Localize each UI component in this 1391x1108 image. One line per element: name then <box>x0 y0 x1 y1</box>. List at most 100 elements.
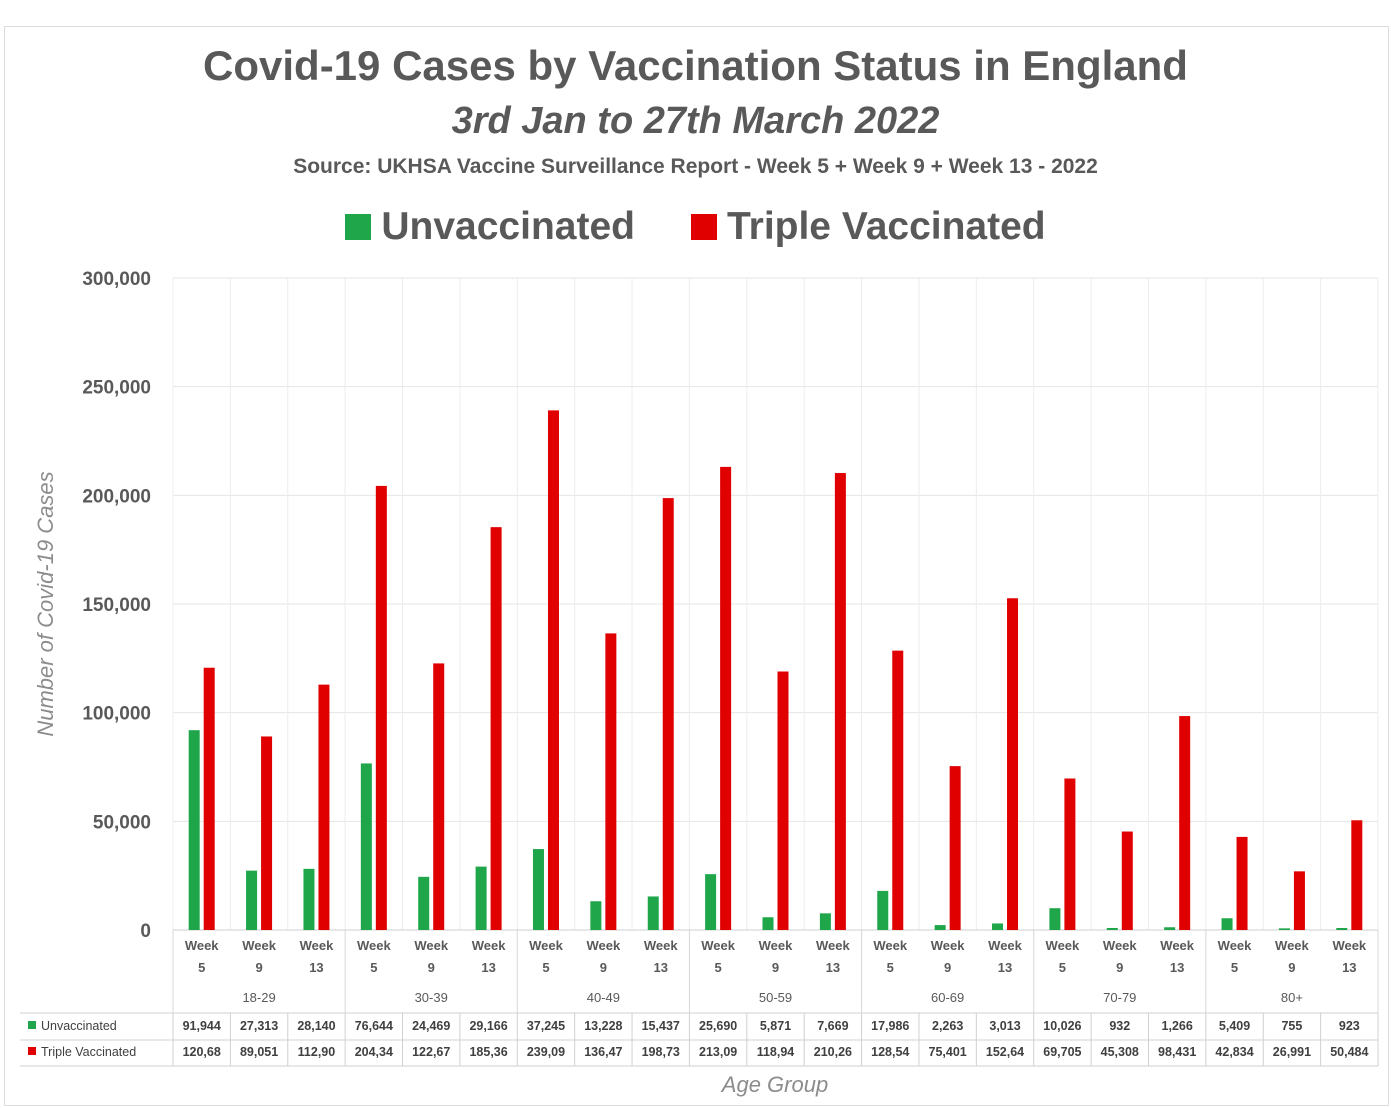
chart-frame <box>4 26 1389 1106</box>
x-group-label: 30-39 <box>415 990 448 1005</box>
x-group-label: 18-29 <box>242 990 275 1005</box>
bar-triple-vaccinated <box>203 667 215 930</box>
y-axis-title: Number of Covid-19 Cases <box>33 471 58 736</box>
data-label-unvaccinated: 923 <box>1339 1019 1360 1033</box>
data-label-triple-vaccinated: 118,94 <box>757 1045 795 1059</box>
x-tick-week-prefix: Week <box>414 938 448 953</box>
bar-triple-vaccinated <box>1064 778 1076 930</box>
x-tick-week-prefix: Week <box>242 938 276 953</box>
data-label-unvaccinated: 7,669 <box>817 1019 848 1033</box>
chart-subtitle: 3rd Jan to 27th March 2022 <box>451 100 940 142</box>
y-tick-label: 150,000 <box>82 595 151 616</box>
y-tick-label: 250,000 <box>82 378 151 399</box>
bar-triple-vaccinated <box>720 466 732 930</box>
y-tick-label: 0 <box>140 921 151 942</box>
data-label-unvaccinated: 91,944 <box>183 1019 221 1033</box>
data-label-triple-vaccinated: 122,67 <box>412 1045 450 1059</box>
x-tick-week-prefix: Week <box>816 938 850 953</box>
data-label-triple-vaccinated: 26,991 <box>1273 1045 1311 1059</box>
bar-unvaccinated <box>762 917 774 930</box>
x-tick-week-prefix: Week <box>931 938 965 953</box>
table-row-label-unvaccinated: Unvaccinated <box>41 1019 117 1033</box>
bar-triple-vaccinated <box>662 498 674 930</box>
bar-unvaccinated <box>532 849 544 930</box>
x-tick-week-number: 5 <box>370 960 377 975</box>
data-label-unvaccinated: 37,245 <box>527 1019 565 1033</box>
legend-swatch-triple-vaccinated <box>690 214 717 240</box>
bar-unvaccinated <box>647 896 659 930</box>
data-label-unvaccinated: 27,313 <box>240 1019 278 1033</box>
bar-unvaccinated <box>188 730 200 930</box>
data-label-unvaccinated: 755 <box>1281 1019 1302 1033</box>
bar-triple-vaccinated <box>1121 831 1133 930</box>
data-label-unvaccinated: 76,644 <box>355 1019 393 1033</box>
x-tick-week-prefix: Week <box>185 938 219 953</box>
data-label-triple-vaccinated: 75,401 <box>929 1045 967 1059</box>
bar-unvaccinated <box>992 923 1004 930</box>
bar-unvaccinated <box>1221 918 1233 930</box>
table-key-unvaccinated <box>28 1021 36 1029</box>
x-tick-week-prefix: Week <box>357 938 391 953</box>
x-tick-week-number: 5 <box>542 960 549 975</box>
x-tick-week-number: 9 <box>1116 960 1123 975</box>
bar-triple-vaccinated <box>1007 598 1019 930</box>
table-row-label-triple-vaccinated: Triple Vaccinated <box>41 1045 136 1059</box>
data-label-unvaccinated: 1,266 <box>1162 1019 1193 1033</box>
chart-title: Covid-19 Cases by Vaccination Status in … <box>203 42 1188 89</box>
data-label-unvaccinated: 29,166 <box>469 1019 507 1033</box>
bar-triple-vaccinated <box>547 410 559 930</box>
legend-swatch-unvaccinated <box>345 214 372 240</box>
x-tick-week-prefix: Week <box>1160 938 1194 953</box>
x-group-label: 60-69 <box>931 990 964 1005</box>
x-tick-week-prefix: Week <box>988 938 1022 953</box>
bar-unvaccinated <box>1336 927 1348 930</box>
bar-unvaccinated <box>360 763 372 930</box>
x-tick-week-number: 9 <box>255 960 262 975</box>
x-group-label: 70-79 <box>1103 990 1136 1005</box>
x-tick-week-prefix: Week <box>1046 938 1080 953</box>
x-tick-week-prefix: Week <box>1275 938 1309 953</box>
bar-unvaccinated <box>819 913 831 930</box>
chart-source: Source: UKHSA Vaccine Surveillance Repor… <box>293 155 1098 178</box>
x-tick-week-number: 5 <box>198 960 205 975</box>
bar-unvaccinated <box>475 866 487 930</box>
data-label-unvaccinated: 13,228 <box>584 1019 622 1033</box>
x-tick-week-prefix: Week <box>873 938 907 953</box>
data-label-unvaccinated: 10,026 <box>1043 1019 1081 1033</box>
bar-triple-vaccinated <box>777 671 789 930</box>
chart-legend: Unvaccinated Triple Vaccinated <box>0 205 1391 249</box>
data-label-triple-vaccinated: 185,36 <box>469 1045 507 1059</box>
data-label-triple-vaccinated: 239,09 <box>527 1045 565 1059</box>
bar-triple-vaccinated <box>1293 871 1305 930</box>
x-tick-week-prefix: Week <box>586 938 620 953</box>
bar-unvaccinated <box>246 870 258 930</box>
x-tick-week-number: 5 <box>887 960 894 975</box>
data-label-triple-vaccinated: 198,73 <box>642 1045 680 1059</box>
data-label-triple-vaccinated: 89,051 <box>240 1045 278 1059</box>
bar-triple-vaccinated <box>949 766 961 930</box>
data-label-triple-vaccinated: 45,308 <box>1101 1045 1139 1059</box>
bar-triple-vaccinated <box>1236 836 1248 930</box>
x-tick-week-prefix: Week <box>529 938 563 953</box>
x-tick-week-prefix: Week <box>701 938 735 953</box>
x-tick-week-number: 5 <box>1059 960 1066 975</box>
x-group-label: 80+ <box>1281 990 1303 1005</box>
legend-label-unvaccinated: Unvaccinated <box>381 205 635 248</box>
bar-unvaccinated <box>1049 908 1061 930</box>
x-tick-week-number: 13 <box>1170 960 1184 975</box>
x-tick-week-number: 13 <box>1342 960 1356 975</box>
x-tick-week-prefix: Week <box>759 938 793 953</box>
bar-triple-vaccinated <box>433 663 445 930</box>
data-label-triple-vaccinated: 42,834 <box>1215 1045 1253 1059</box>
x-tick-week-number: 9 <box>944 960 951 975</box>
x-tick-week-number: 13 <box>654 960 668 975</box>
data-label-triple-vaccinated: 128,54 <box>871 1045 909 1059</box>
x-group-label: 40-49 <box>587 990 620 1005</box>
y-tick-label: 200,000 <box>82 486 151 507</box>
bar-triple-vaccinated <box>1179 716 1191 930</box>
data-label-triple-vaccinated: 69,705 <box>1043 1045 1081 1059</box>
bar-unvaccinated <box>303 868 315 930</box>
bar-triple-vaccinated <box>261 736 273 930</box>
x-tick-week-number: 5 <box>715 960 722 975</box>
